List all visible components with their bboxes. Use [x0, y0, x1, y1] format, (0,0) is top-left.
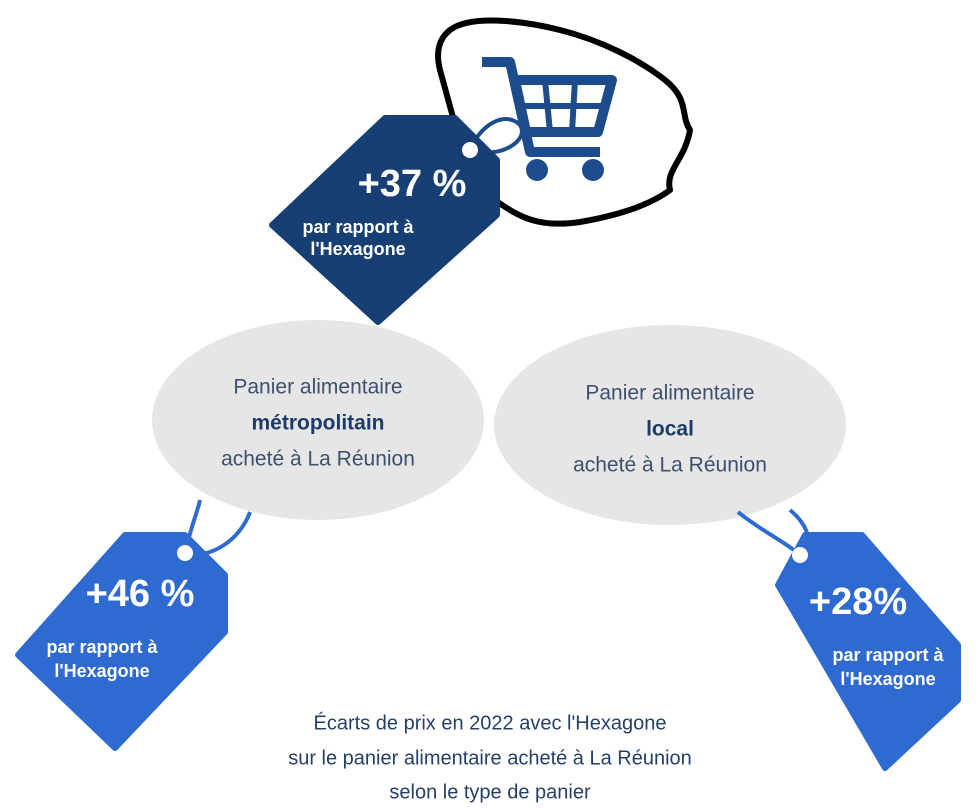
tag-value: +46 %	[86, 573, 195, 615]
tag-string	[468, 117, 524, 155]
tag-hole	[462, 142, 478, 158]
tag-label: par rapport à	[46, 637, 158, 657]
tag-label: l'Hexagone	[310, 239, 405, 259]
basket-type: local	[646, 418, 694, 441]
caption: sur le panier alimentaire acheté à La Ré…	[288, 747, 692, 769]
cart-icon	[482, 57, 617, 157]
tag-value: +28%	[809, 581, 907, 623]
price-tag	[775, 532, 961, 771]
basket-text: acheté à La Réunion	[573, 454, 767, 477]
basket-text: acheté à La Réunion	[221, 448, 415, 471]
caption: selon le type de panier	[389, 781, 591, 803]
tag-label: par rapport à	[302, 217, 414, 237]
tag-hole	[177, 545, 193, 561]
tag-label: l'Hexagone	[54, 661, 149, 681]
tag-label: l'Hexagone	[840, 669, 935, 689]
cart-wheel	[526, 159, 548, 181]
tag-label: par rapport à	[832, 645, 944, 665]
caption: Écarts de prix en 2022 avec l'Hexagone	[314, 711, 667, 734]
price-tag	[269, 115, 500, 325]
basket-text: Panier alimentaire	[585, 382, 754, 405]
basket-bubble	[152, 320, 484, 520]
basket-text: Panier alimentaire	[233, 376, 402, 399]
price-tag	[15, 532, 228, 751]
basket-bubble	[494, 325, 846, 525]
cart-wheel	[582, 159, 604, 181]
tag-value: +37 %	[358, 163, 467, 205]
tag-hole	[792, 547, 808, 563]
basket-type: métropolitain	[251, 412, 384, 435]
